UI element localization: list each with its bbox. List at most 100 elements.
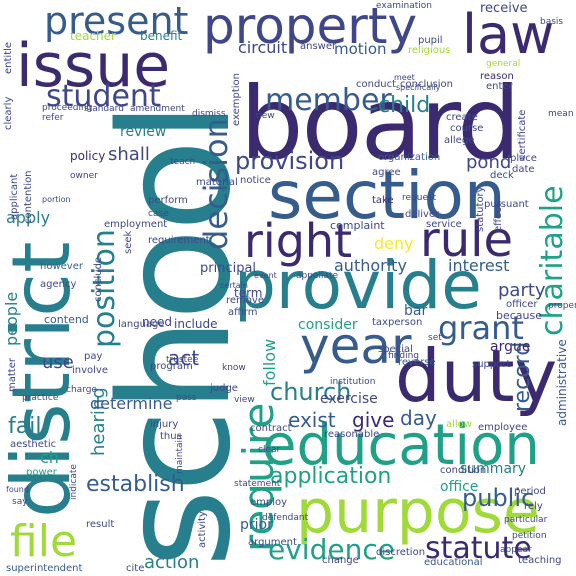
word-thus: thus xyxy=(160,431,182,442)
word-action: action xyxy=(144,552,200,573)
word-affirm: affirm xyxy=(228,307,258,318)
word-indicate: indicate xyxy=(69,464,79,500)
word-tax: tax xyxy=(372,317,388,328)
word-prior: prior xyxy=(240,517,273,533)
word-reasonable: reasonable xyxy=(324,429,380,440)
word-statement: statement xyxy=(234,479,281,489)
word-party: party xyxy=(498,280,546,301)
word-principal: principal xyxy=(200,261,257,276)
word-apply: apply xyxy=(6,208,51,227)
word-child: child xyxy=(378,93,431,118)
word-specifically: specifically xyxy=(396,83,441,92)
word-material: material xyxy=(196,177,238,188)
word-appear: appear xyxy=(500,545,532,555)
word-interest: interest xyxy=(448,256,510,275)
word-contention: contention xyxy=(23,170,34,224)
word-shall: shall xyxy=(108,144,150,165)
word-condition: condition xyxy=(440,465,487,476)
word-church: church xyxy=(270,378,352,406)
word-perform: perform xyxy=(148,195,188,206)
word-defendant: defendant xyxy=(262,513,309,523)
word-student: student xyxy=(46,79,161,114)
word-basis: basis xyxy=(540,17,564,27)
word-know: know xyxy=(222,363,246,373)
word-finding: finding xyxy=(388,351,420,361)
word-employment: employment xyxy=(104,219,168,230)
word-refer: refer xyxy=(42,113,64,123)
word-policy: policy xyxy=(70,149,106,163)
word-employee: employee xyxy=(478,422,528,433)
word-portion: portion xyxy=(42,195,71,204)
word-clear: clear xyxy=(258,445,281,455)
word-meet: meet xyxy=(394,73,415,82)
word-duty: duty xyxy=(395,334,558,418)
word-file: file xyxy=(10,516,78,567)
word-remove: remove xyxy=(226,295,264,306)
word-matter: matter xyxy=(7,358,18,392)
word-general: general xyxy=(486,59,521,69)
word-member: member xyxy=(265,83,392,118)
word-conclude: conclude xyxy=(93,256,104,302)
word-need: need xyxy=(142,315,172,329)
word-enter: enter xyxy=(486,81,513,92)
word-change: change xyxy=(322,555,359,566)
word-create: create xyxy=(446,112,478,123)
word-ch: ch xyxy=(40,448,59,467)
word-pay: pay xyxy=(84,351,103,362)
word-practice: practice xyxy=(22,393,59,403)
word-examination: examination xyxy=(376,1,432,11)
word-particular: particular xyxy=(504,515,548,525)
word-officer: officer xyxy=(506,299,538,310)
word-deliver: deliver xyxy=(405,209,440,220)
word-receive: receive xyxy=(480,1,528,16)
word-date: date xyxy=(512,164,535,175)
word-dismiss: dismiss xyxy=(192,109,226,119)
word-fail: fail xyxy=(8,414,42,439)
word-notice: notice xyxy=(240,175,271,186)
word-place: place xyxy=(510,153,537,164)
word-employ: employ xyxy=(250,497,288,508)
word-present: present xyxy=(44,0,189,43)
word-law: law xyxy=(462,3,555,66)
word-administrative: administrative xyxy=(555,339,569,426)
word-special: special xyxy=(378,344,413,355)
word-issue: issue xyxy=(16,31,171,101)
word-statutory: statutory xyxy=(475,186,486,232)
word-property: property xyxy=(203,0,418,55)
word-proceeding: proceeding xyxy=(42,103,93,113)
word-language: language xyxy=(118,319,165,330)
word-exemption: exemption xyxy=(231,73,242,126)
word-use: use xyxy=(42,352,74,373)
word-aesthetic: aesthetic xyxy=(10,439,57,450)
word-power: power xyxy=(26,467,57,478)
word-mean: mean xyxy=(548,109,574,119)
word-request: request xyxy=(402,193,437,203)
word-consider: consider xyxy=(298,317,358,333)
word-requirement: requirement xyxy=(148,235,210,246)
word-certain: certain xyxy=(220,281,248,290)
word-teaching: teaching xyxy=(518,555,562,566)
word-charge: charge xyxy=(66,385,97,395)
word-benefit: benefit xyxy=(140,29,183,43)
word-owner: owner xyxy=(70,171,98,181)
word-argument: argument xyxy=(248,537,297,548)
word-proper: proper xyxy=(548,301,576,311)
word-office: office xyxy=(440,479,479,495)
word-clearly: clearly xyxy=(3,96,14,130)
word-say: say xyxy=(12,497,28,507)
word-answer: answer xyxy=(300,41,337,52)
word-seek: seek xyxy=(123,230,134,254)
word-cite: cite xyxy=(126,563,145,574)
word-agency: agency xyxy=(40,279,77,290)
word-take: take xyxy=(372,195,394,206)
word-rule: rule xyxy=(420,212,514,268)
word-reverse: reverse xyxy=(398,357,436,368)
word-purpose: purpose xyxy=(296,477,540,547)
word-pond: pond xyxy=(466,152,512,173)
word-petition: petition xyxy=(512,531,547,541)
word-deck: deck xyxy=(490,170,514,181)
word-effect: effect xyxy=(493,203,504,232)
word-event: event xyxy=(254,271,277,280)
word-educational: educational xyxy=(424,557,483,568)
word-injury: injury xyxy=(150,419,179,430)
